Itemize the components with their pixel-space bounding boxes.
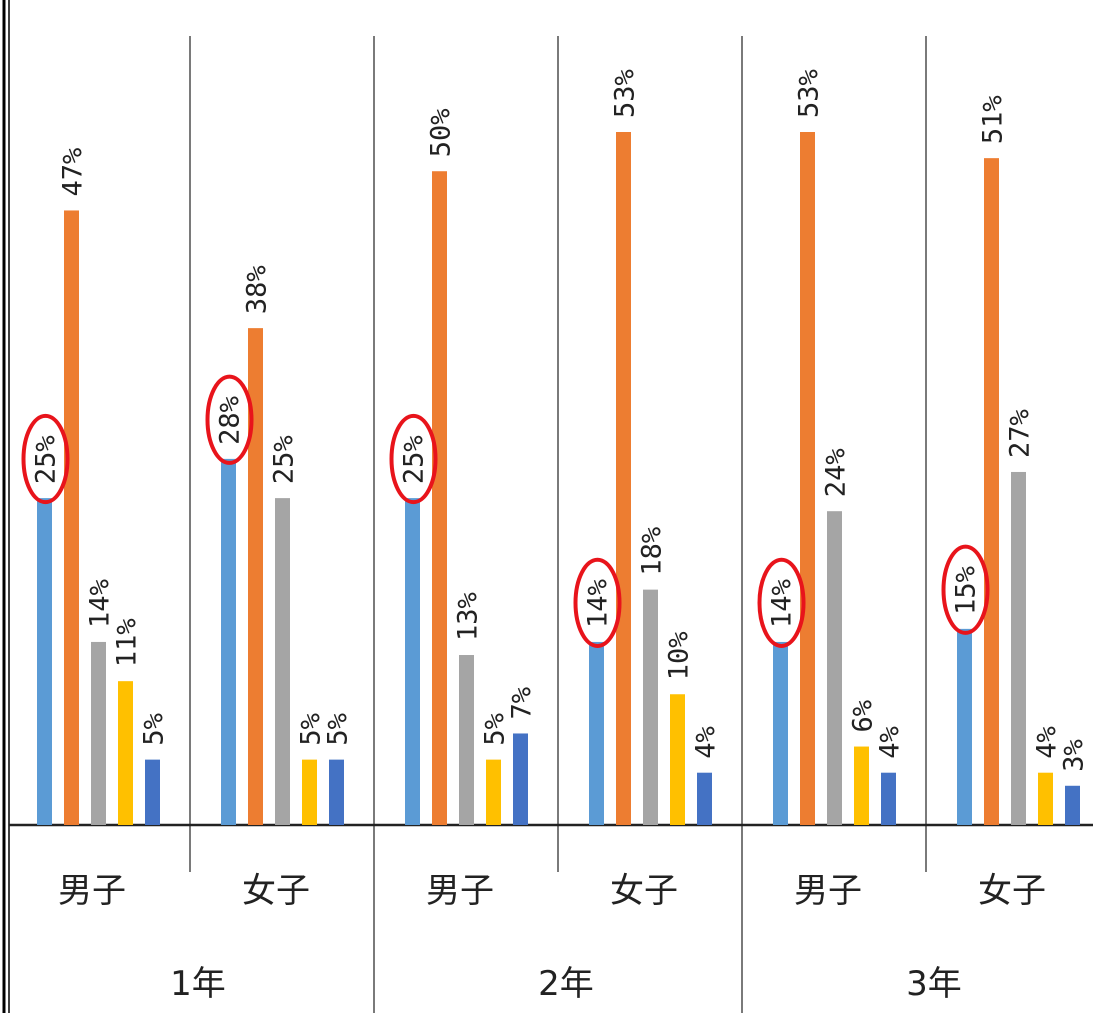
value-label-s1-c2: 50% (426, 108, 457, 157)
value-label-s4-c3: 4% (691, 726, 722, 759)
bar-s0-c2 (405, 498, 420, 825)
value-label-s3-c4: 6% (848, 700, 879, 733)
category-label-4: 男子 (794, 871, 862, 911)
bar-s2-c5 (1011, 471, 1026, 825)
value-label-s0-c3: 14% (583, 579, 614, 628)
bar-s0-c5 (957, 628, 972, 825)
highlight-circle-c2 (389, 413, 438, 505)
value-label-s0-c2: 25% (399, 435, 430, 484)
value-label-s3-c0: 11% (112, 618, 143, 667)
value-label-s4-c5: 3% (1059, 739, 1090, 772)
value-label-s0-c0: 25% (31, 435, 62, 484)
highlight-circle-c3 (573, 557, 622, 648)
value-label-s4-c2: 7% (507, 687, 538, 720)
bar-s4-c4 (881, 772, 896, 825)
value-label-s1-c3: 53% (610, 69, 641, 118)
bar-s0-c0 (37, 498, 52, 825)
bar-s2-c3 (643, 589, 658, 825)
bar-s0-c3 (589, 641, 604, 825)
x-axis-labels: 男子 女子 男子 女子 男子 女子 1年 2年 3年 (58, 871, 1046, 1004)
value-label-s2-c4: 24% (821, 448, 852, 497)
value-label-s3-c3: 10% (664, 631, 695, 680)
bar-s2-c4 (827, 511, 842, 825)
bar-s3-c1 (302, 759, 317, 825)
bar-s1-c5 (984, 158, 999, 825)
value-label-s1-c1: 38% (242, 265, 273, 314)
bar-s4-c5 (1065, 785, 1080, 825)
value-label-s1-c4: 53% (794, 69, 825, 118)
bar-s3-c0 (118, 681, 133, 825)
value-label-s4-c1: 5% (323, 713, 354, 746)
bar-s1-c0 (64, 210, 79, 826)
category-label-5: 女子 (978, 871, 1046, 911)
bar-s4-c0 (145, 759, 160, 825)
bar-s1-c1 (248, 328, 263, 825)
category-label-1: 女子 (242, 871, 310, 911)
value-label-s1-c0: 47% (58, 148, 89, 197)
value-label-s3-c2: 5% (480, 713, 511, 746)
category-label-0: 男子 (58, 871, 126, 911)
value-label-s0-c5: 15% (951, 566, 982, 615)
highlight-circle-c1 (205, 374, 254, 465)
highlight-circle-c5 (941, 544, 990, 635)
highlight-circles-layer (21, 374, 990, 648)
bar-s3-c5 (1038, 772, 1053, 825)
highlight-circle-c0 (21, 413, 70, 505)
bar-s3-c4 (854, 746, 869, 825)
bar-s4-c1 (329, 759, 344, 825)
bar-s2-c0 (91, 641, 106, 825)
value-label-s0-c1: 28% (215, 396, 246, 445)
value-label-s3-c1: 5% (296, 713, 327, 746)
value-labels-layer: 25% 28% 25% 14% 14% 15% 47% 38% 50% 53% 53% 51% 14% 2… (31, 69, 1090, 772)
bar-s1-c4 (800, 132, 815, 825)
category-label-2: 男子 (426, 871, 494, 911)
value-label-s2-c0: 14% (85, 579, 116, 628)
bar-s2-c1 (275, 498, 290, 825)
value-label-s1-c5: 51% (978, 95, 1009, 144)
bars-layer (37, 132, 1080, 826)
group-label-1: 2年 (538, 964, 594, 1004)
value-label-s3-c5: 4% (1032, 726, 1063, 759)
bar-s3-c3 (670, 694, 685, 825)
bar-s4-c3 (697, 772, 712, 825)
value-label-s2-c1: 25% (269, 435, 300, 484)
bar-s4-c2 (513, 733, 528, 825)
value-label-s0-c4: 14% (767, 579, 798, 628)
value-label-s4-c0: 5% (139, 713, 170, 746)
bar-s1-c3 (616, 132, 631, 825)
highlight-circle-c4 (757, 557, 806, 648)
category-label-3: 女子 (610, 871, 678, 911)
value-label-s2-c3: 18% (637, 527, 668, 576)
bar-s0-c1 (221, 458, 236, 825)
bar-s1-c2 (432, 171, 447, 825)
group-label-0: 1年 (170, 964, 226, 1004)
value-label-s2-c5: 27% (1005, 409, 1036, 458)
group-label-2: 3年 (906, 964, 962, 1004)
bar-s0-c4 (773, 641, 788, 825)
value-label-s2-c2: 13% (453, 592, 484, 641)
value-label-s4-c4: 4% (875, 726, 906, 759)
bar-s2-c2 (459, 655, 474, 825)
bar-s3-c2 (486, 759, 501, 825)
